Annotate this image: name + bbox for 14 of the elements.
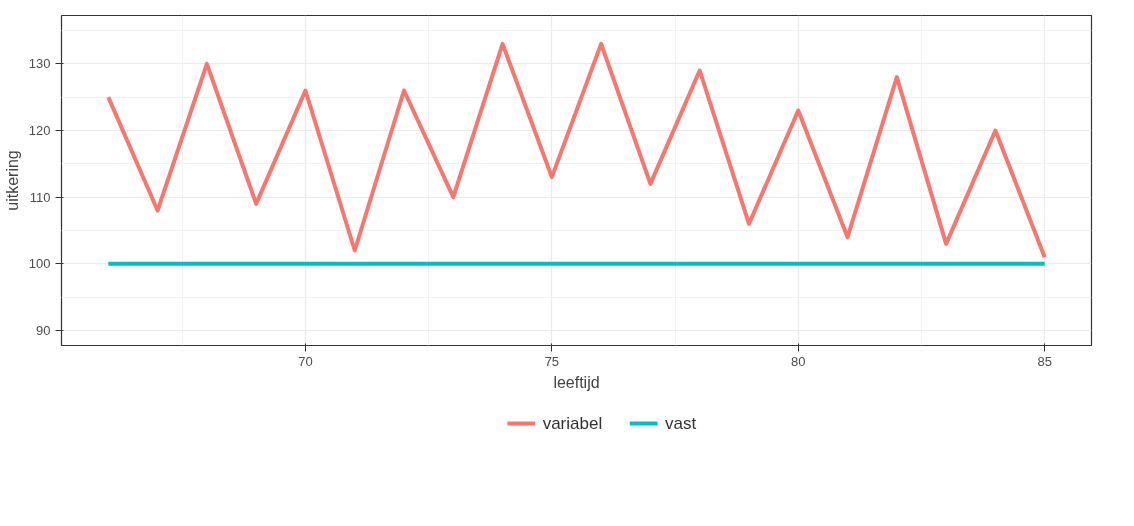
legend-label: variabel: [542, 414, 603, 433]
y-tick-label: 90: [36, 323, 51, 338]
x-tick-label: 80: [791, 353, 806, 369]
y-tick-label: 120: [28, 123, 51, 138]
line-series: [106, 41, 1047, 260]
y-tick-label: 130: [28, 56, 51, 72]
legend-label: vast: [664, 414, 697, 433]
y-axis-title: uitkering: [3, 150, 21, 211]
x-axis-title: leeftijd: [553, 373, 600, 391]
x-tick-label: 85: [1037, 353, 1052, 369]
y-tick-label: 100: [28, 256, 51, 272]
y-tick-label: 110: [29, 189, 51, 205]
x-tick-label: 70: [298, 353, 313, 369]
x-tick-label: 75: [544, 353, 560, 369]
